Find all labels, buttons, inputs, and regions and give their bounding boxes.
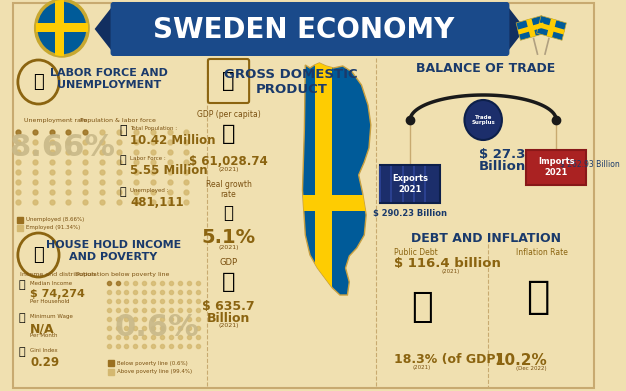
Text: 🏠: 🏠	[33, 246, 44, 264]
Bar	[546, 18, 557, 38]
Text: Inflation Rate: Inflation Rate	[516, 248, 568, 257]
Circle shape	[18, 233, 59, 277]
Text: $ 74,274: $ 74,274	[30, 289, 85, 299]
Text: 🏛: 🏛	[411, 290, 433, 324]
Text: 0.29: 0.29	[30, 356, 59, 369]
Text: 💲: 💲	[18, 347, 25, 357]
Text: $ 262.93 Billion: $ 262.93 Billion	[560, 160, 620, 169]
FancyBboxPatch shape	[208, 59, 249, 103]
Bar	[315, 63, 332, 295]
Text: 5.1%: 5.1%	[202, 228, 255, 247]
Text: (2021): (2021)	[218, 167, 239, 172]
Text: 481,111: 481,111	[130, 196, 184, 209]
Text: (2021): (2021)	[413, 365, 431, 370]
Text: Billion: Billion	[207, 312, 250, 325]
Text: 👜: 👜	[18, 280, 25, 290]
Text: $ 290.23 Billion: $ 290.23 Billion	[373, 209, 447, 218]
Text: Gini Index: Gini Index	[30, 348, 58, 353]
Text: (2021): (2021)	[218, 245, 239, 250]
Bar	[526, 150, 586, 185]
Text: Minimum Wage: Minimum Wage	[30, 314, 73, 319]
Text: GDP (per capita): GDP (per capita)	[197, 110, 260, 119]
Circle shape	[464, 100, 502, 140]
Text: 10.42 Million: 10.42 Million	[130, 134, 216, 147]
Text: (2021): (2021)	[218, 323, 239, 328]
Text: DEBT AND INFLATION: DEBT AND INFLATION	[411, 232, 561, 245]
Bar	[516, 16, 546, 40]
Text: 18.3% (of GDP): 18.3% (of GDP)	[394, 353, 501, 366]
Text: HOUSE HOLD INCOME
AND POVERTY: HOUSE HOLD INCOME AND POVERTY	[46, 240, 181, 262]
Text: ⏳: ⏳	[18, 313, 25, 323]
Text: Unemployed :: Unemployed :	[130, 188, 169, 193]
Text: Exports
2021: Exports 2021	[392, 174, 428, 194]
Text: $ 635.7: $ 635.7	[202, 300, 255, 313]
Text: Above poverty line (99.4%): Above poverty line (99.4%)	[117, 369, 192, 375]
Text: Population below poverty line: Population below poverty line	[76, 272, 170, 277]
Text: 🌱: 🌱	[223, 204, 233, 222]
Text: N/A: N/A	[30, 322, 54, 335]
Text: (2021): (2021)	[441, 269, 459, 274]
Text: 0.6%: 0.6%	[115, 314, 200, 343]
Text: 👥: 👥	[33, 73, 44, 91]
Text: 💼: 💼	[222, 272, 235, 292]
Text: Per Household: Per Household	[30, 299, 69, 304]
Text: $ 116.4 billion: $ 116.4 billion	[394, 257, 501, 270]
Text: Unemployment rate: Unemployment rate	[24, 118, 88, 123]
Bar	[518, 22, 545, 34]
Text: 📊: 📊	[222, 71, 235, 91]
Text: GDP: GDP	[220, 258, 238, 267]
Text: Labor Force :: Labor Force :	[130, 156, 166, 161]
Text: Imports
2021: Imports 2021	[538, 157, 575, 177]
Bar	[300, 195, 376, 211]
Polygon shape	[302, 63, 371, 295]
Polygon shape	[95, 5, 113, 53]
Bar	[380, 165, 440, 203]
Bar	[526, 18, 536, 38]
Text: Median Income: Median Income	[30, 281, 72, 286]
Bar	[536, 16, 567, 40]
Text: $ 61,028.74: $ 61,028.74	[189, 155, 268, 168]
Text: Public Debt: Public Debt	[394, 248, 438, 257]
Text: Total Population :: Total Population :	[130, 126, 177, 131]
Polygon shape	[506, 5, 525, 53]
Text: (Dec 2022): (Dec 2022)	[516, 366, 546, 371]
Bar	[36, 23, 88, 32]
Text: Billion: Billion	[478, 160, 526, 173]
Text: 5.55 Million: 5.55 Million	[130, 164, 208, 177]
Text: Per Month: Per Month	[30, 333, 58, 338]
Text: $ 27.3: $ 27.3	[478, 148, 525, 161]
Text: Population & labor force: Population & labor force	[80, 118, 156, 123]
Text: 🧍: 🧍	[222, 124, 235, 144]
Text: Employed (91.34%): Employed (91.34%)	[26, 226, 81, 231]
Bar	[55, 0, 64, 58]
Circle shape	[36, 0, 88, 56]
Text: 🏙: 🏙	[119, 124, 126, 136]
Bar	[538, 22, 565, 34]
Text: Below poverty line (0.6%): Below poverty line (0.6%)	[117, 361, 188, 366]
Text: Real growth
rate: Real growth rate	[205, 180, 252, 199]
Text: 🔍: 🔍	[120, 187, 126, 197]
Text: SWEDEN ECONOMY: SWEDEN ECONOMY	[153, 16, 454, 44]
Text: BALANCE OF TRADE: BALANCE OF TRADE	[416, 62, 556, 75]
Text: LABOR FORCE AND
UNEMPLOYMENT: LABOR FORCE AND UNEMPLOYMENT	[49, 68, 168, 90]
Circle shape	[18, 60, 59, 104]
Text: 🪙: 🪙	[526, 278, 549, 316]
Text: Unemployed (8.66%): Unemployed (8.66%)	[26, 217, 85, 222]
Text: GROSS DOMESTIC
PRODUCT: GROSS DOMESTIC PRODUCT	[225, 68, 358, 96]
Text: 10.2%: 10.2%	[495, 353, 547, 368]
FancyBboxPatch shape	[111, 2, 510, 56]
Text: Trade
Surplus: Trade Surplus	[471, 115, 495, 126]
Text: 👥: 👥	[120, 155, 126, 165]
Text: 8.66%: 8.66%	[9, 133, 115, 163]
Text: Income and distribution: Income and distribution	[20, 272, 95, 277]
